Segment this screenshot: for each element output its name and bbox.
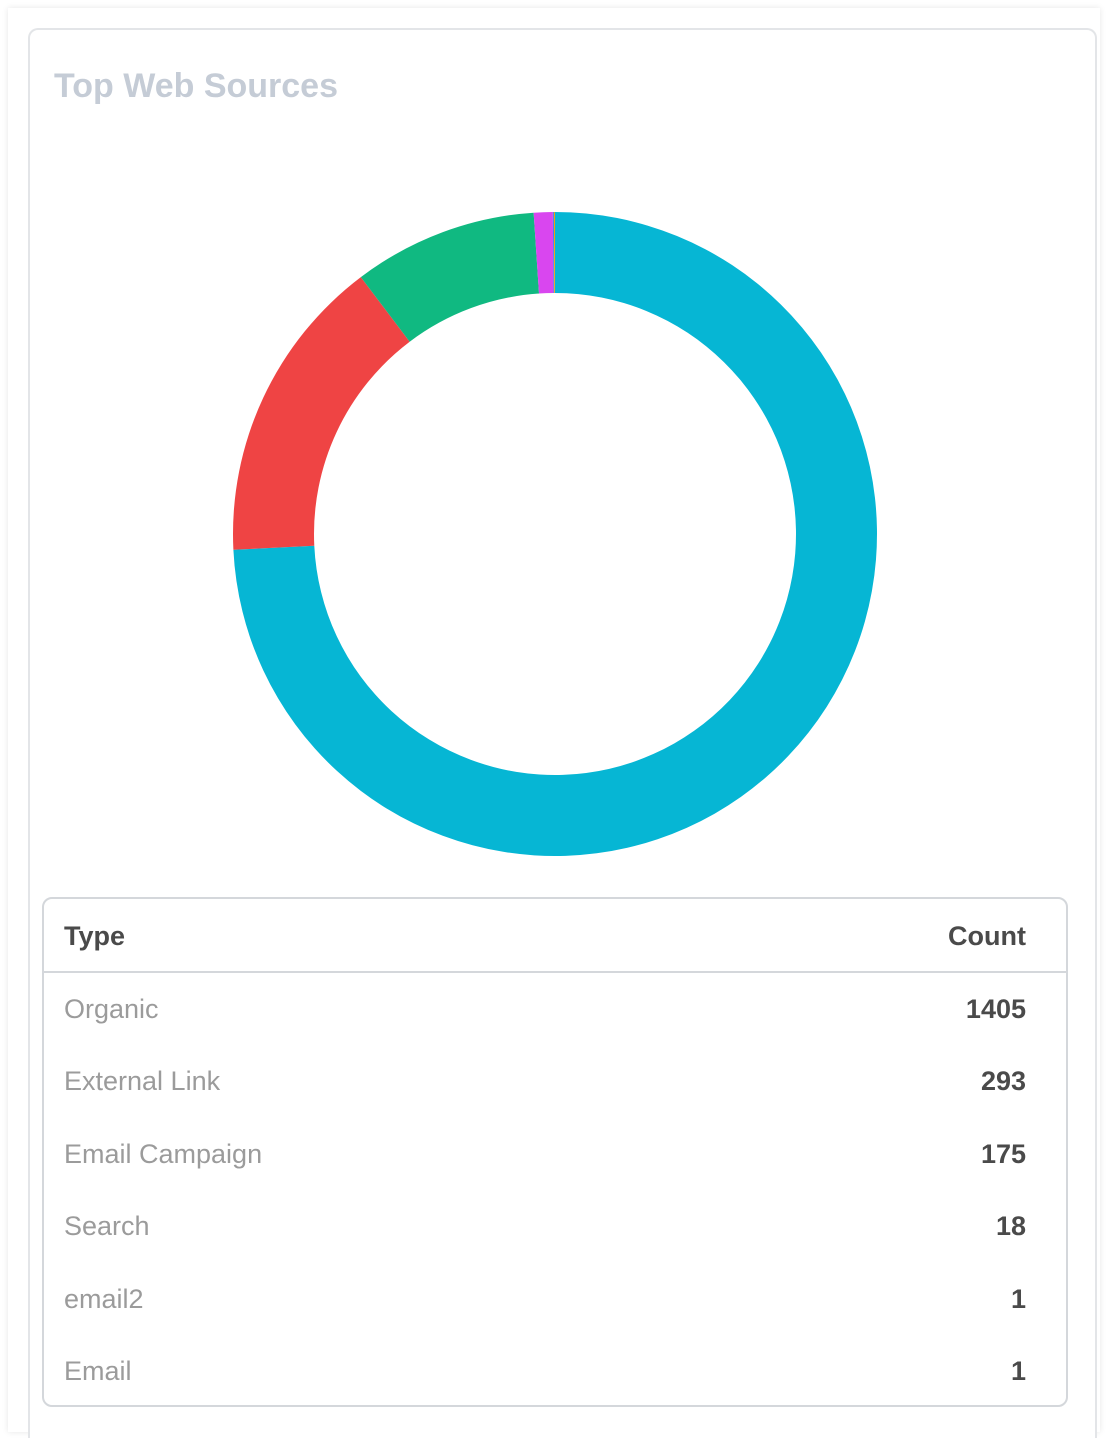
table-row[interactable]: email2 1 xyxy=(44,1263,1066,1335)
donut-slice-email[interactable] xyxy=(553,212,555,294)
table-row[interactable]: Search 18 xyxy=(44,1190,1066,1262)
table-row[interactable]: Email 1 xyxy=(44,1335,1066,1407)
source-type: Email xyxy=(64,1356,132,1386)
donut-slice-email-campaign[interactable] xyxy=(360,212,540,342)
donut-slice-external-link[interactable] xyxy=(233,277,410,550)
source-type: Organic xyxy=(64,994,159,1024)
source-type: Email Campaign xyxy=(64,1138,263,1169)
sources-table: Type Count Organic 1405 External Link 293 Em… xyxy=(42,897,1068,1407)
donut-slice-email2[interactable] xyxy=(552,212,555,294)
column-header-count[interactable]: Count xyxy=(948,921,1026,951)
source-count: 175 xyxy=(980,1138,1026,1169)
donut-slice-search[interactable] xyxy=(533,212,554,294)
source-count: 1 xyxy=(1010,1283,1026,1314)
source-type: Search xyxy=(64,1211,150,1242)
source-count: 293 xyxy=(980,1066,1026,1097)
donut-chart xyxy=(233,212,878,856)
table-row[interactable]: Organic 1405 xyxy=(44,973,1066,1045)
source-type: email2 xyxy=(64,1283,144,1314)
widget-title: Top Web Sources xyxy=(54,67,339,105)
table-header: Type Count xyxy=(44,899,1066,973)
column-header-type[interactable]: Type xyxy=(64,921,126,951)
table-row[interactable]: Email Campaign 175 xyxy=(44,1118,1066,1190)
table-row[interactable]: External Link 293 xyxy=(44,1045,1066,1117)
source-count: 18 xyxy=(995,1211,1026,1242)
source-type: External Link xyxy=(64,1066,221,1097)
source-count: 1405 xyxy=(965,994,1026,1024)
source-count: 1 xyxy=(1010,1356,1026,1386)
